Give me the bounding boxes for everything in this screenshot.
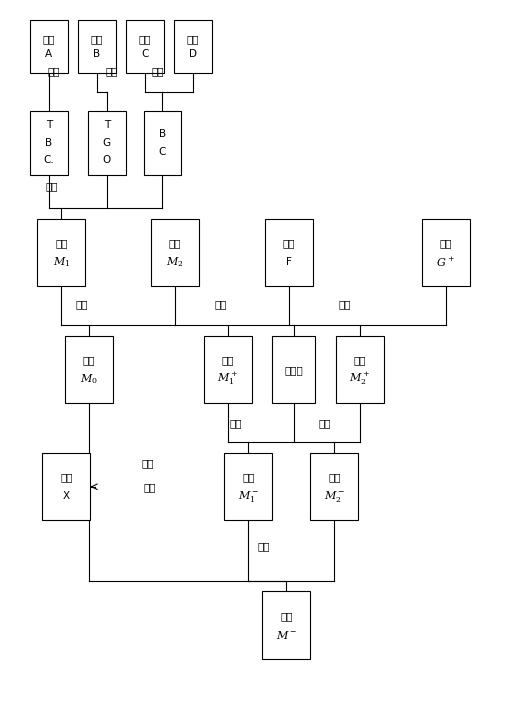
Bar: [126, 20, 164, 73]
Bar: [151, 219, 199, 287]
Text: C: C: [141, 49, 149, 59]
Text: 相切: 相切: [143, 482, 156, 492]
Text: 模型: 模型: [169, 238, 182, 248]
Text: 模型: 模型: [55, 238, 67, 248]
Text: B: B: [159, 129, 166, 139]
Text: $M_0$: $M_0$: [80, 373, 98, 386]
Bar: [262, 592, 310, 659]
Text: 相切: 相切: [48, 67, 60, 77]
Text: B: B: [45, 138, 52, 148]
Text: F: F: [286, 257, 292, 267]
Text: $M^-$: $M^-$: [276, 629, 297, 641]
Text: 合并: 合并: [258, 540, 270, 551]
Bar: [174, 20, 212, 73]
Bar: [422, 219, 469, 287]
Bar: [30, 111, 68, 174]
Text: $G^+$: $G^+$: [436, 255, 455, 269]
Bar: [265, 219, 313, 287]
Text: 相切: 相切: [105, 67, 118, 77]
Text: 相切: 相切: [151, 67, 164, 77]
Text: 模型: 模型: [43, 34, 55, 44]
Text: 模型: 模型: [187, 34, 199, 44]
Text: 模型: 模型: [440, 238, 452, 248]
Text: 模型: 模型: [280, 611, 293, 621]
Text: 相切: 相切: [338, 299, 351, 309]
Text: D: D: [189, 49, 197, 59]
Text: 合并: 合并: [45, 181, 57, 191]
Text: 相切: 相切: [214, 299, 227, 309]
Bar: [30, 20, 68, 73]
Text: $M_2^-$: $M_2^-$: [323, 488, 345, 503]
Bar: [78, 20, 116, 73]
Text: 相切: 相切: [141, 459, 154, 469]
Bar: [336, 336, 384, 403]
Text: $M_2^+$: $M_2^+$: [349, 371, 371, 387]
Text: 模型: 模型: [222, 356, 234, 365]
Text: 模型: 模型: [138, 34, 151, 44]
Text: B: B: [93, 49, 100, 59]
Text: $M_1^+$: $M_1^+$: [218, 371, 239, 387]
Bar: [65, 336, 113, 403]
Bar: [225, 453, 272, 520]
Text: X: X: [63, 491, 70, 501]
Bar: [310, 453, 358, 520]
Text: 模型: 模型: [242, 472, 255, 482]
Text: C.: C.: [44, 156, 54, 166]
Text: O: O: [103, 156, 111, 166]
Text: $M_1^-$: $M_1^-$: [238, 488, 259, 503]
Bar: [204, 336, 252, 403]
Text: G: G: [103, 138, 111, 148]
Bar: [43, 453, 90, 520]
Bar: [88, 111, 126, 174]
Bar: [143, 111, 182, 174]
Text: 相切: 相切: [230, 418, 242, 428]
Text: 模型: 模型: [282, 238, 295, 248]
Text: $M_2$: $M_2$: [166, 255, 184, 269]
Text: 模型: 模型: [60, 472, 73, 482]
Text: 模型: 模型: [328, 472, 341, 482]
Text: C: C: [159, 146, 166, 156]
Text: 模型: 模型: [83, 356, 95, 365]
Text: T: T: [104, 119, 110, 129]
Text: T: T: [46, 119, 52, 129]
Bar: [38, 219, 85, 287]
Text: 模型: 模型: [353, 356, 366, 365]
Text: 合并: 合并: [76, 299, 88, 309]
Text: 相切: 相切: [318, 418, 331, 428]
Text: A: A: [45, 49, 52, 59]
Text: $M_1$: $M_1$: [53, 255, 70, 269]
Text: 半源球: 半源球: [284, 365, 303, 375]
Bar: [272, 336, 315, 403]
Text: 模型: 模型: [91, 34, 103, 44]
